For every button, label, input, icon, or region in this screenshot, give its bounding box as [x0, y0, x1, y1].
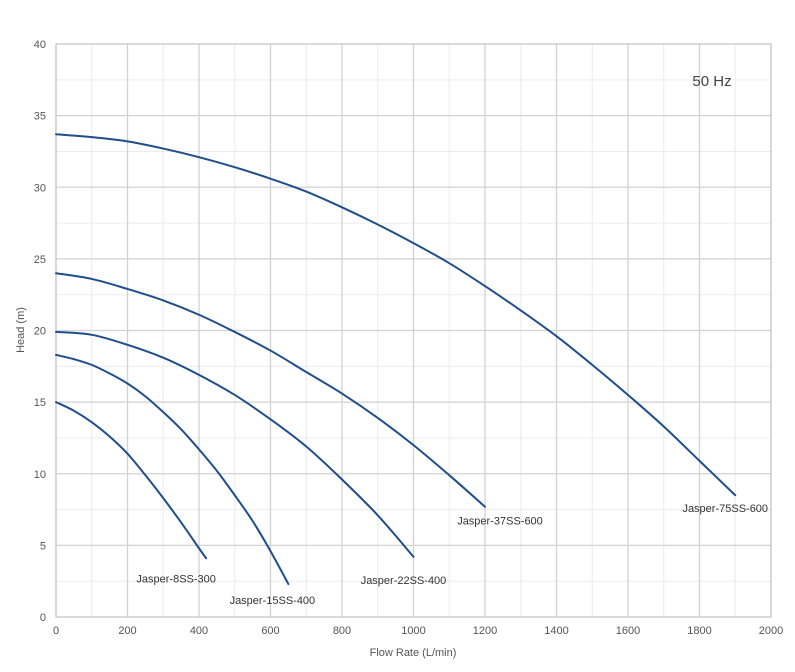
x-tick-label: 600: [261, 625, 279, 637]
x-tick-label: 0: [53, 625, 59, 637]
frequency-annotation: 50 Hz: [692, 73, 731, 90]
series-label-jasper-8ss-300: Jasper-8SS-300: [136, 573, 216, 585]
x-tick-label: 1000: [401, 625, 425, 637]
y-tick-label: 30: [34, 182, 46, 194]
x-tick-label: 1800: [687, 625, 711, 637]
x-tick-label: 1400: [544, 625, 568, 637]
x-tick-label: 2000: [759, 625, 783, 637]
x-tick-label: 1600: [616, 625, 640, 637]
x-tick-labels: 0 200 400 600 800 1000 1200 1400 1600 1800 2000: [53, 625, 783, 637]
series-label-jasper-37ss-600: Jasper-37SS-600: [457, 516, 543, 528]
curve-jasper-22ss-400: [55, 330, 415, 558]
y-tick-label: 25: [34, 254, 46, 266]
series-label-jasper-15ss-400: Jasper-15SS-400: [230, 595, 316, 607]
curve-jasper-8ss-300: [55, 401, 208, 560]
x-tick-label: 400: [190, 625, 208, 637]
y-axis-title: Head (m): [15, 307, 27, 353]
y-tick-labels: 0 5 10 15 20 25 30 35 40: [34, 39, 46, 624]
curve-jasper-75ss-600: [55, 133, 737, 497]
series-label-jasper-22ss-400: Jasper-22SS-400: [361, 575, 447, 587]
x-tick-label: 800: [333, 625, 351, 637]
y-tick-label: 20: [34, 326, 46, 338]
y-tick-label: 5: [40, 540, 46, 552]
y-tick-label: 0: [40, 612, 46, 624]
y-tick-label: 15: [34, 397, 46, 409]
curve-jasper-15ss-400: [55, 353, 290, 586]
x-axis-title: Flow Rate (L/min): [370, 647, 457, 659]
x-tick-label: 200: [118, 625, 136, 637]
curve-jasper-37ss-600: [55, 272, 486, 508]
series-label-jasper-75ss-600: Jasper-75SS-600: [682, 503, 768, 515]
y-tick-label: 10: [34, 469, 46, 481]
y-tick-label: 40: [34, 39, 46, 51]
plot-border: [55, 43, 772, 618]
y-tick-label: 35: [34, 111, 46, 123]
pump-curves: [55, 133, 737, 586]
series-labels: Jasper-8SS-300 Jasper-15SS-400 Jasper-22SS…: [136, 503, 768, 607]
x-tick-label: 1200: [473, 625, 497, 637]
